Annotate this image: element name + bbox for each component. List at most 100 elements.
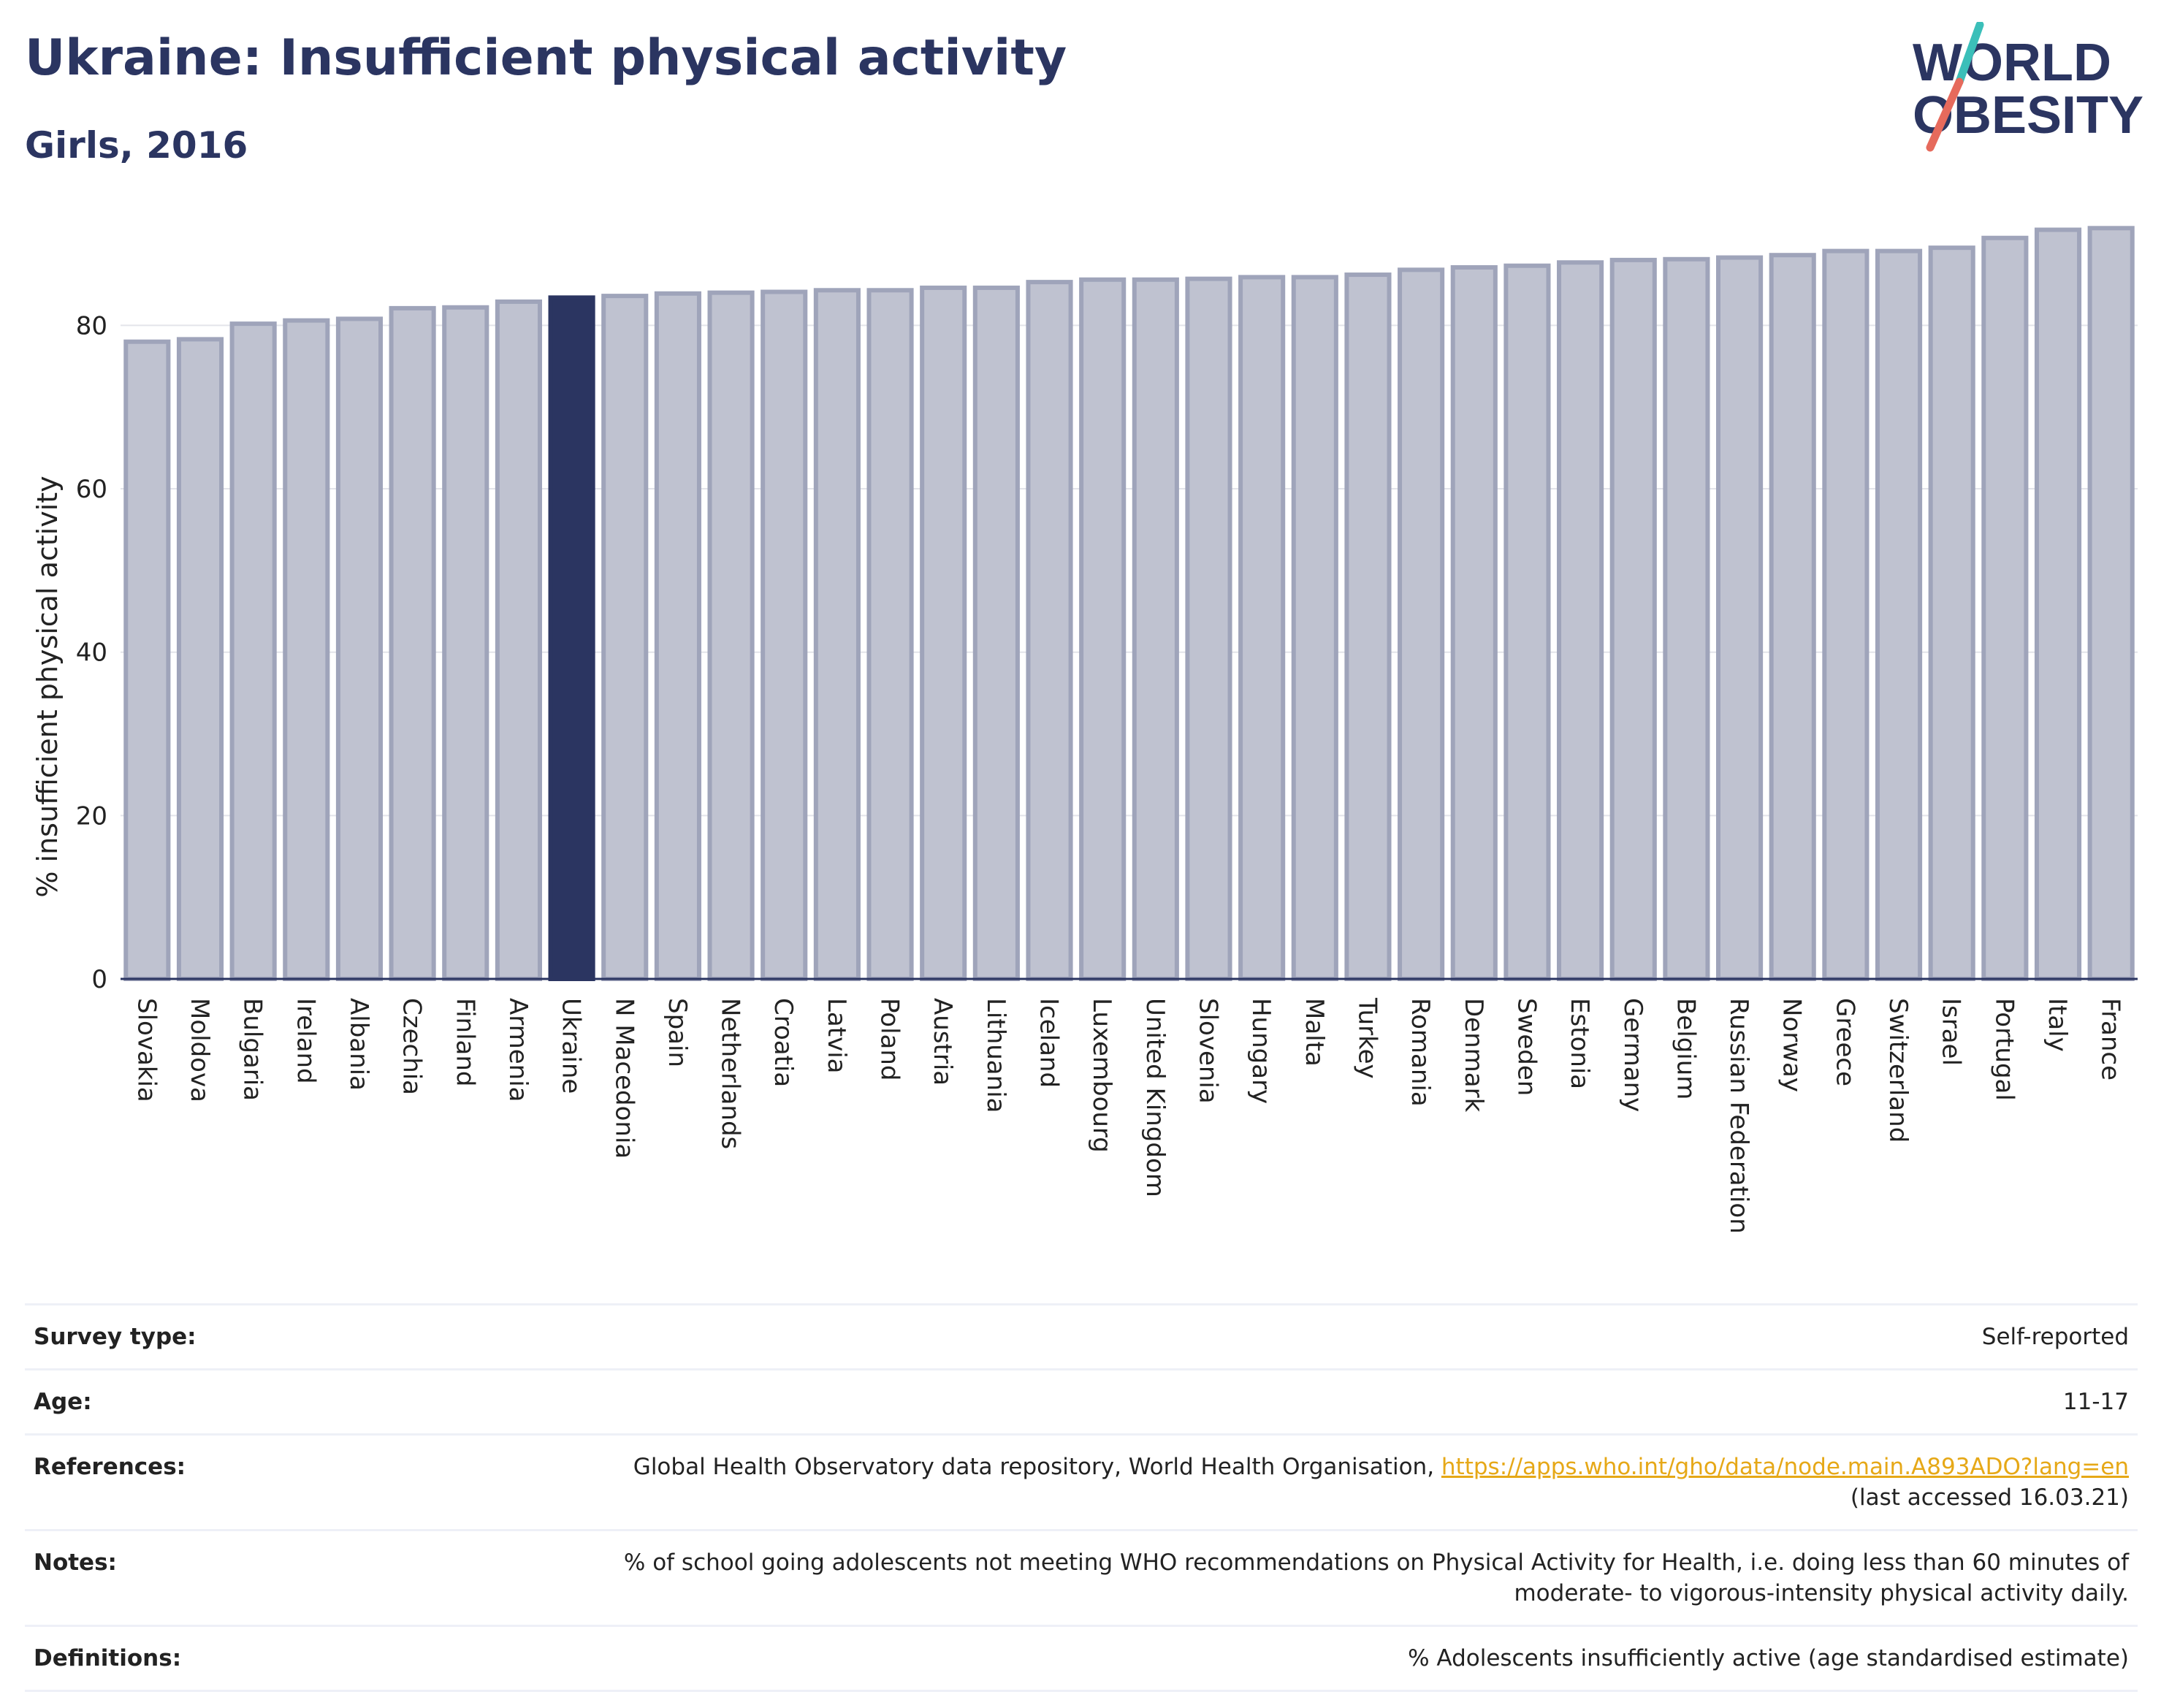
bar-greece	[1822, 248, 1870, 981]
bar-n-macedonia	[601, 294, 649, 981]
y-tick-label: 60	[76, 475, 107, 504]
bar-norway	[1769, 253, 1816, 982]
bar-ireland	[283, 318, 330, 981]
bar-hungary	[1238, 275, 1286, 982]
bar-slovakia	[123, 339, 171, 981]
info-table: Survey type: Self-reported Age: 11-17 Re…	[25, 1303, 2138, 1692]
x-tick-label: Latvia	[822, 998, 851, 1074]
x-tick-label: Malta	[1300, 998, 1329, 1067]
world-obesity-logo: WORLD OBESITY	[1899, 20, 2148, 153]
bar-albania	[335, 316, 384, 981]
x-tick-label: France	[2096, 998, 2125, 1080]
definitions-label: Definitions:	[34, 1645, 182, 1671]
definitions-value: % Adolescents insufficiently active (age…	[1408, 1645, 2129, 1671]
y-tick-label: 0	[91, 965, 107, 994]
bar-italy	[2034, 227, 2082, 982]
x-tick-label: Belgium	[1671, 998, 1700, 1099]
bar-denmark	[1450, 264, 1498, 981]
x-tick-label: Croatia	[769, 998, 798, 1087]
bar-belgium	[1663, 256, 1710, 981]
x-axis-labels: Slovakia Moldova Bulgaria Ireland Albania Cze…	[132, 997, 2124, 1234]
chart-subtitle: Girls, 2016	[25, 124, 248, 167]
y-tick-label: 20	[76, 801, 107, 831]
x-tick-label: Spain	[663, 998, 692, 1067]
x-tick-label: Germany	[1618, 998, 1647, 1112]
notes-value: % of school going adolescents not meetin…	[335, 1530, 2138, 1626]
x-tick-label: Estonia	[1565, 998, 1594, 1089]
bar-spain	[654, 291, 701, 981]
bar-netherlands	[707, 290, 755, 982]
references-text: Global Health Observatory data repositor…	[633, 1454, 1435, 1480]
x-tick-label: Netherlands	[716, 998, 745, 1149]
x-tick-label: N Macedonia	[609, 998, 639, 1159]
x-tick-label: Slovakia	[132, 998, 161, 1102]
x-tick-label: Hungary	[1246, 998, 1276, 1104]
x-tick-label: Lithuania	[981, 998, 1010, 1113]
bar-iceland	[1026, 280, 1073, 981]
bar-czechia	[389, 305, 436, 982]
x-tick-label: Switzerland	[1883, 998, 1913, 1143]
x-tick-label: Poland	[875, 998, 904, 1081]
x-tick-label: Ireland	[291, 998, 320, 1084]
x-tick-label: Denmark	[1459, 998, 1488, 1113]
bar-bulgaria	[229, 321, 277, 981]
age-value: 11-17	[2062, 1389, 2129, 1415]
notes-label: Notes:	[34, 1549, 117, 1576]
x-tick-label: Bulgaria	[238, 998, 267, 1101]
x-tick-label: Ukraine	[557, 998, 586, 1094]
bar-united-kingdom	[1132, 277, 1179, 981]
x-tick-label: Austria	[928, 998, 957, 1086]
notes-line1: % of school going adolescents not meetin…	[623, 1549, 2129, 1576]
logo-word-line1: WORLD	[1913, 34, 2111, 92]
age-label: Age:	[34, 1389, 92, 1415]
bar-moldova	[176, 337, 224, 981]
bar-armenia	[495, 299, 542, 981]
x-tick-label: Romania	[1406, 998, 1435, 1107]
x-tick-label: Greece	[1830, 998, 1859, 1086]
x-tick-label: Finland	[450, 998, 479, 1087]
x-tick-label: Russian Federation	[1724, 998, 1753, 1234]
info-row-survey-type: Survey type: Self-reported	[25, 1304, 2138, 1370]
y-tick-label: 40	[76, 638, 107, 668]
bar-lithuania	[972, 285, 1020, 981]
bar-switzerland	[1875, 248, 1923, 981]
bar-russian-federation	[1716, 255, 1764, 981]
references-link[interactable]: https://apps.who.int/gho/data/node.main.…	[1441, 1454, 2129, 1480]
bar-turkey	[1344, 272, 1392, 981]
bar-finland	[442, 305, 489, 982]
references-label: References:	[34, 1454, 186, 1480]
bar-estonia	[1557, 260, 1604, 982]
x-tick-label: United Kingdom	[1140, 998, 1170, 1197]
survey-type-value: Self-reported	[1981, 1324, 2129, 1350]
bars	[123, 226, 2135, 982]
bar-latvia	[813, 288, 861, 981]
bar-france	[2087, 226, 2135, 982]
chart-title: Ukraine: Insufficient physical activity	[25, 29, 1067, 87]
x-tick-label: Portugal	[1989, 998, 2019, 1101]
y-axis-ticks: 0 20 40 60 80	[76, 311, 107, 994]
notes-line2: moderate- to vigorous-intensity physical…	[1514, 1580, 2129, 1606]
y-axis-title: % insufficient physical activity	[31, 476, 64, 897]
x-tick-label: Luxembourg	[1087, 998, 1116, 1153]
y-tick-label: 80	[76, 311, 107, 340]
bar-germany	[1609, 257, 1657, 981]
bar-romania	[1398, 267, 1445, 982]
info-row-age: Age: 11-17	[25, 1369, 2138, 1435]
bar-ukraine	[548, 295, 595, 981]
bar-slovenia	[1185, 276, 1232, 981]
x-tick-label: Iceland	[1034, 998, 1064, 1088]
survey-type-label: Survey type:	[34, 1324, 197, 1350]
bar-portugal	[1981, 235, 2029, 981]
bar-sweden	[1503, 263, 1551, 981]
info-row-references: References: Global Health Observatory da…	[25, 1434, 2138, 1530]
x-tick-label: Sweden	[1512, 998, 1541, 1096]
x-tick-label: Armenia	[503, 998, 533, 1102]
bar-luxembourg	[1079, 277, 1127, 981]
info-row-definitions: Definitions: % Adolescents insufficientl…	[25, 1625, 2138, 1691]
bar-croatia	[761, 289, 808, 982]
bar-malta	[1291, 275, 1338, 982]
bar-poland	[866, 288, 914, 981]
x-tick-label: Turkey	[1352, 997, 1381, 1079]
x-tick-label: Italy	[2043, 998, 2072, 1052]
references-accessed: (last accessed 16.03.21)	[1850, 1484, 2129, 1511]
